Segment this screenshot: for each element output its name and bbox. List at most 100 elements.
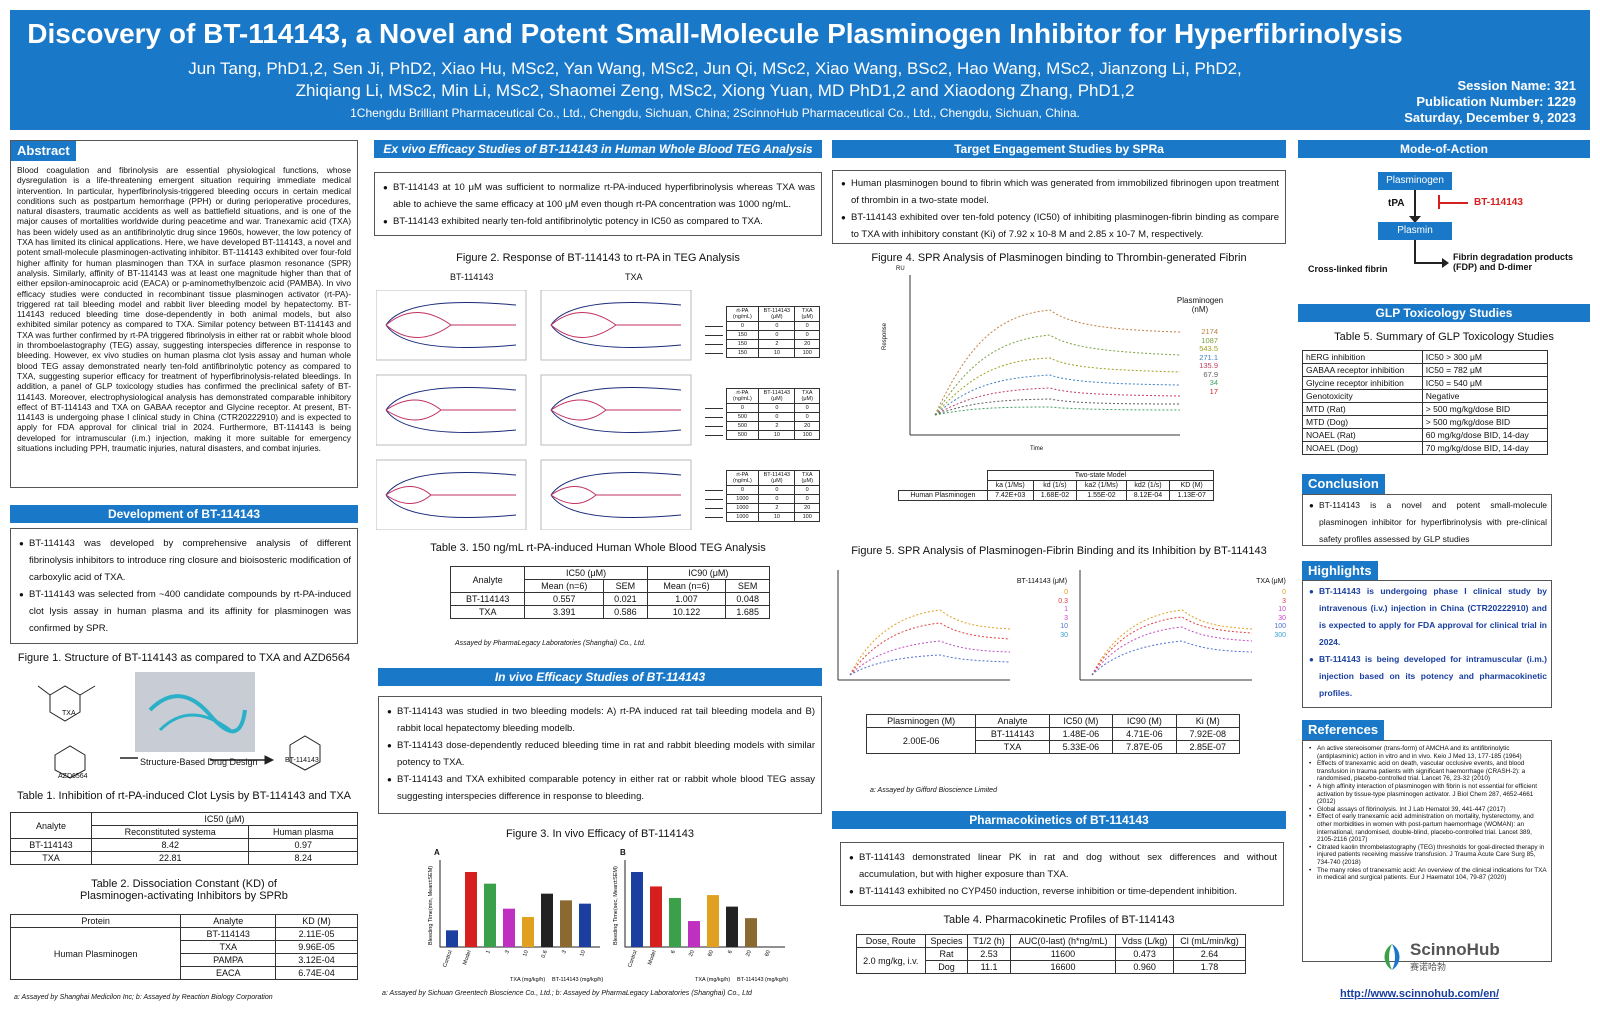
legend-entry: 0.3 (1058, 597, 1068, 605)
txa-label: TXA (62, 710, 76, 717)
abstract-box: Abstract Blood coagulation and fibrinoly… (10, 140, 358, 488)
fig3-tick-label: 60 (764, 950, 772, 958)
fig2-bt-label: BT-114143 (450, 272, 494, 282)
fig3-bar (522, 917, 534, 947)
tpa-label: tPA (1388, 198, 1405, 209)
pk-heading: Pharmacokinetics of BT-114143 (832, 811, 1286, 829)
logo-mark-icon (1384, 943, 1400, 970)
table-row: 500 10 100 (702, 430, 820, 440)
figure2-caption: Figure 2. Response of BT-114143 to rt-PA… (456, 252, 740, 264)
fig3-bar (446, 930, 458, 947)
fig3-tick-label: Control (627, 950, 639, 969)
figure5-caption: Figure 5. SPR Analysis of Plasminogen-Fi… (851, 545, 1267, 557)
table2-caption: Table 2. Dissociation Constant (KD) of Pl… (80, 878, 288, 902)
table1-header: Reconstituted systema (90, 825, 250, 839)
legend-entry: 34 (1209, 378, 1218, 387)
target-bullet: BT-114143 exhibited over ten-fold potenc… (841, 209, 1279, 243)
logo-name: ScinnoHub (1410, 940, 1500, 959)
references-heading: References (1302, 720, 1385, 740)
table-row: 1000 2 20 (702, 503, 820, 513)
website-link[interactable]: http://www.scinnohub.com/en/ (1340, 988, 1500, 1000)
exvivo-bullet: BT-114143 exhibited nearly ten-fold anti… (383, 213, 815, 230)
table-row: Human Plasminogen BT-114143 2.11E-05 (9, 927, 358, 980)
fig3-tick-label: 3 (561, 950, 568, 955)
fig3-tick-label: 3 (504, 950, 511, 955)
teg-plot-row (376, 290, 692, 361)
author-list: Jun Tang, PhD1,2, Sen Ji, PhD2, Xiao Hu,… (10, 58, 1420, 102)
panel-a-label: A (434, 848, 440, 857)
poster-header: Discovery of BT-114143, a Novel and Pote… (10, 10, 1590, 130)
moa-heading: Mode-of-Action (1298, 140, 1590, 158)
table-row: TXA 22.81 8.24 (10, 851, 358, 865)
authors-line-1: Jun Tang, PhD1,2, Sen Ji, PhD2, Xiao Hu,… (188, 59, 1242, 78)
reference-item: A high affinity interaction of plasminog… (1309, 783, 1547, 806)
fig3-xlabel-txa: TXA (mg/kg/h) (510, 977, 545, 983)
legend-entry: 271.1 (1199, 352, 1218, 362)
plasmin-node: Plasmin (1378, 222, 1452, 240)
table-row: 500 2 20 (702, 421, 820, 431)
legend-entry: 2174 (1201, 327, 1218, 336)
fig3-tick-label: 10 (579, 950, 587, 958)
fig3-axis (439, 860, 600, 948)
teg-plot-row (376, 459, 692, 530)
fig4-yunit: RU (896, 266, 905, 272)
reference-item: Effect of early tranexamic acid administ… (1309, 813, 1547, 843)
development-bullet: BT-114143 was developed by comprehensive… (19, 535, 351, 586)
figure2-legend-tables: rt-PA (ng/mL) BT-114143 (μM) TXA (μM) 0 0 0 15… (702, 306, 820, 552)
panel-b-label: B (620, 848, 626, 857)
legend-entry: 10 (1278, 606, 1286, 613)
fig3-bar (707, 895, 719, 947)
pk-bullet: BT-114143 demonstrated linear PK in rat … (849, 849, 1277, 883)
exvivo-bullet: BT-114143 at 10 μM was sufficient to nor… (383, 179, 815, 213)
col2-footnote: a: Assayed by Sichuan Greentech Bioscien… (382, 990, 752, 997)
figure5-spr-inhibition (837, 570, 1253, 681)
reference-item: An active stereoisomer (trans-form) of A… (1309, 745, 1547, 760)
fig3-tick-label: 6 (727, 950, 734, 955)
table-row: MTD (Rat) > 500 mg/kg/dose BID (1302, 402, 1549, 416)
table2-header: Protein (9, 914, 182, 928)
publication-number: Publication Number: 1229 (1416, 94, 1576, 109)
target-bullet: Human plasminogen bound to fibrin which … (841, 175, 1279, 209)
fig3-xlabel-bt: BT-114143 (mg/kg/h) (737, 977, 788, 983)
col1-footnote: a: Assayed by Shanghai Medicilon Inc; b:… (14, 994, 273, 1001)
fig3-tick-label: 6 (670, 950, 677, 955)
legend-entry: 30 (1278, 614, 1286, 622)
table-row: BT-114143 8.42 0.97 (10, 838, 358, 852)
table2-header: Analyte (180, 914, 277, 928)
invivo-heading: In vivo Efficacy Studies of BT-114143 (378, 668, 822, 686)
conclusion-box: BT-114143 is a novel and potent small-mo… (1302, 494, 1552, 546)
session-name: Session Name: 321 (1457, 78, 1576, 93)
fig3-bar (465, 872, 477, 947)
fig3-bar (503, 908, 515, 947)
fig3-bar (726, 906, 738, 947)
fig3-xlabel-txa: TXA (mg/kg/h) (695, 977, 730, 983)
fig3-ylabel: Bleeding Time(sec, Mean±SEM) (613, 866, 619, 945)
development-box: BT-114143 was developed by comprehensive… (10, 528, 358, 644)
table-row: TXA 3.391 0.586 10.122 1.685 (449, 605, 770, 619)
legend-entry: 3 (1282, 597, 1286, 605)
conclusion-text: BT-114143 is a novel and potent small-mo… (1309, 497, 1547, 548)
table-row: hERG inhibition IC50 > 300 μM (1302, 350, 1549, 364)
table2: Protein Analyte KD (M) Human Plasminogen BT… (9, 914, 358, 980)
azd6564-label: AZD6564 (58, 773, 88, 780)
development-bullet: BT-114143 was selected from ~400 candida… (19, 586, 351, 637)
fig3-bar (631, 872, 643, 947)
plasminogen-node: Plasminogen (1378, 172, 1452, 190)
figure1-caption: Figure 1. Structure of BT-114143 as comp… (17, 652, 351, 664)
table3-header: IC50 (μM) (524, 566, 648, 580)
development-heading: Development of BT-114143 (10, 505, 358, 523)
fig4-ylabel: Response (882, 322, 888, 350)
legend-entry: 0 (1282, 589, 1286, 596)
fig3-tick-label: Model (647, 950, 658, 966)
highlights-heading: Highlights (1302, 561, 1378, 581)
table-row: MTD (Dog) > 500 mg/kg/dose BID (1302, 415, 1549, 429)
affiliations: 1Chengdu Brilliant Pharmaceutical Co., L… (350, 106, 1080, 120)
figure4-spr-sensorgram (909, 275, 1181, 436)
table3-header: Analyte (449, 566, 526, 593)
invivo-bullet: BT-114143 and TXA exhibited comparable p… (387, 771, 815, 805)
target-box: Human plasminogen bound to fibrin which … (832, 170, 1286, 244)
table-row: 150 10 100 (702, 348, 820, 358)
fig4-legend: Plasminogen (nM) 2174 1087 543.5 271.1 135.9… (1170, 296, 1230, 396)
